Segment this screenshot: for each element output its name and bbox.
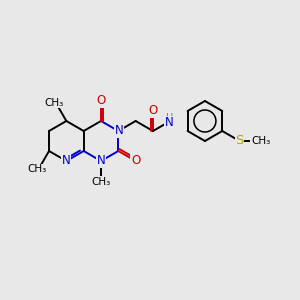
Text: O: O <box>96 94 106 107</box>
Text: N: N <box>97 154 105 167</box>
Text: O: O <box>131 154 140 167</box>
Text: N: N <box>115 124 124 137</box>
Text: S: S <box>236 134 244 148</box>
Text: CH₃: CH₃ <box>251 136 270 146</box>
Text: N: N <box>62 154 71 167</box>
Text: CH₃: CH₃ <box>45 98 64 108</box>
Text: H: H <box>166 113 173 123</box>
Text: CH₃: CH₃ <box>27 164 47 174</box>
Text: O: O <box>148 104 158 118</box>
Text: CH₃: CH₃ <box>92 177 111 187</box>
Text: N: N <box>165 116 174 130</box>
